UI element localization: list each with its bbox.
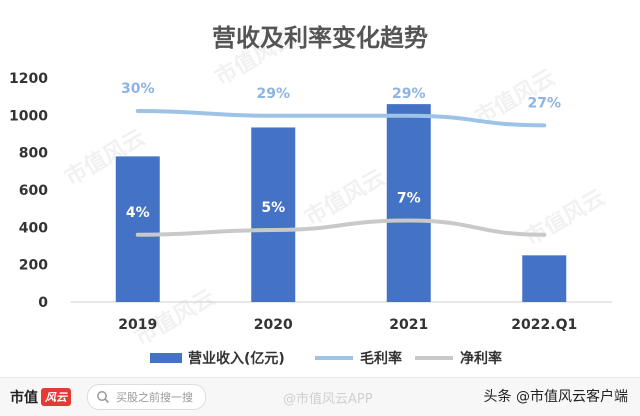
legend-label: 毛利率 [360,350,402,367]
search-icon [96,390,110,404]
legend-label: 营业收入(亿元) [188,350,285,367]
bar [115,156,160,302]
legend-swatch [150,353,182,363]
source-credit: 头条 @市值风云客户端 [483,389,628,405]
bar [251,127,296,302]
y-tick-label: 600 [19,183,48,199]
data-label: 27% [527,95,561,111]
gross-margin-line [135,109,547,128]
chart: 营收及利率变化趋势 0 200 400 600 800 1000 1200 2019 2020 20… [9,24,612,367]
y-tick-label: 200 [19,258,48,274]
data-label: 29% [392,86,426,102]
y-tick-label: 1000 [9,108,48,124]
x-tick-label: 2021 [389,317,428,333]
y-tick-label: 0 [38,295,48,311]
chart-card: 市值风云 市值风云 市值风云 市值风云 市值风云 市值风云 营收及利率变化趋势 0… [9,24,612,367]
brand-badge: 风云 [41,388,71,406]
bar [386,104,431,302]
legend-label: 净利率 [460,350,502,367]
bottom-bar: 市值 风云 买股之前搜一搜 [0,377,640,416]
footer-watermark: @市值风云APP [283,392,373,407]
data-label: 29% [256,86,290,102]
search-placeholder: 买股之前搜一搜 [116,391,193,404]
x-tick-label: 2020 [254,317,293,333]
x-tick-label: 2019 [118,317,157,333]
data-label: 7% [397,191,421,207]
search-input[interactable]: 买股之前搜一搜 [87,384,206,410]
y-tick-label: 1200 [9,71,48,87]
brand-name: 市值 [10,390,38,406]
data-label: 4% [126,205,150,221]
chart-title: 营收及利率变化趋势 [212,24,428,52]
data-label: 5% [261,200,285,216]
y-tick-label: 800 [19,146,48,162]
brand-logo[interactable]: 市值 风云 [10,387,71,407]
data-label: 30% [121,81,155,97]
bar [522,255,567,302]
data-label: 4% [532,205,556,221]
net-margin-line [135,218,547,237]
y-tick-label: 400 [19,220,48,236]
x-tick-label: 2022.Q1 [511,317,577,333]
